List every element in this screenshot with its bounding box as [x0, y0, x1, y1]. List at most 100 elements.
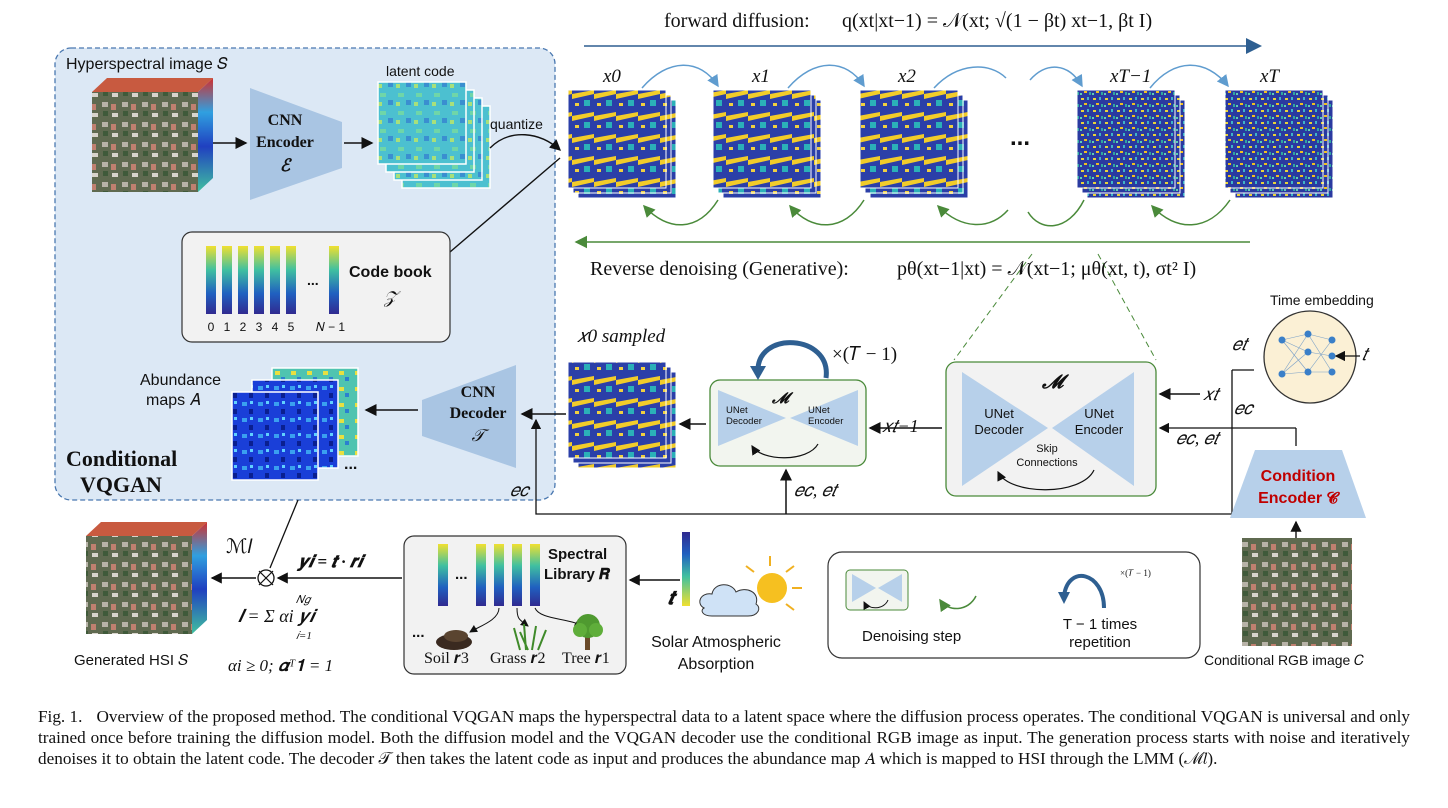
- signal-t: 𝑡: [1362, 344, 1368, 364]
- vqgan-title-2: VQGAN: [80, 472, 162, 497]
- encoder-symbol: ℰ: [279, 156, 291, 175]
- decoder-line2: Decoder: [449, 405, 507, 422]
- solar-label-1: Solar Atmospheric: [651, 634, 781, 651]
- time-embedding-nodes: [1278, 330, 1336, 378]
- codebook-tick-4: 4: [271, 320, 279, 334]
- abundance-label-2: maps 𝐴: [146, 392, 201, 409]
- repeat-loop-arrow: [755, 340, 829, 379]
- legend-repeat-small: ×(𝑇 − 1): [1120, 568, 1151, 578]
- tree-icon: [573, 614, 603, 650]
- lmm-yi-eq: 𝒚𝒊 = 𝒕 · 𝒓𝒊: [298, 552, 363, 571]
- codebook-tick-0: 0: [207, 320, 215, 334]
- solar-label-2: Absorption: [677, 656, 755, 673]
- states-ellipsis: ...: [1010, 124, 1031, 151]
- generated-hsi-cube: [86, 522, 207, 634]
- big-unet-decoder: [962, 372, 1048, 486]
- state-label-xT: xT: [1260, 66, 1279, 87]
- state-label-x1: x1: [752, 66, 770, 87]
- generated-hsi-label: Generated HSI 𝑆: [74, 652, 189, 669]
- hyperspectral-cube: [92, 78, 213, 192]
- small-unet-symbol: 𝓜: [772, 391, 789, 407]
- state-x1-stack: [712, 89, 822, 199]
- library-title-1: Spectral: [548, 546, 608, 563]
- abundance-ellipsis: ...: [344, 456, 358, 473]
- cnn-decoder: [422, 365, 516, 468]
- state-x2-stack: [859, 89, 969, 199]
- small-unet-box: [709, 379, 867, 467]
- legend-repeat-arrow: [1062, 574, 1106, 609]
- cnn-encoder: [250, 88, 342, 200]
- latent-code-stack: [377, 81, 491, 189]
- decoder-symbol: 𝒯: [471, 426, 485, 445]
- abundance-label-1: Abundance: [140, 372, 221, 389]
- caption-fig-number: Fig. 1.: [38, 707, 83, 726]
- big-unet-decoder-label: UNet Decoder: [974, 406, 1024, 437]
- grass-icon: [513, 623, 547, 651]
- codebook-tick-5: 5: [287, 320, 295, 334]
- small-unet-encoder-label: UNet Encoder: [808, 405, 844, 427]
- legend-denoising-label: Denoising step: [862, 628, 962, 645]
- condition-encoder-shape: [1230, 450, 1366, 518]
- condition-encoder-label-2: Encoder 𝓒: [1258, 490, 1338, 507]
- forward-step-arrows: [641, 64, 1229, 89]
- reverse-label: Reverse denoising (Generative):: [590, 258, 849, 280]
- legend-repeat-line1: T − 1 times: [1062, 616, 1138, 633]
- state-label-x2: x2: [898, 66, 916, 87]
- small-unet-decoder-label: UNet Decoder: [726, 405, 762, 427]
- forward-label: forward diffusion:: [664, 10, 810, 32]
- lmm-sum-lower: 𝑖=1: [296, 630, 312, 642]
- codebook-label: Code book: [349, 264, 432, 281]
- time-embedding-circle: [1263, 310, 1357, 404]
- signal-xt-1: 𝑥𝑡−1: [882, 416, 919, 436]
- signal-ec-et-small: 𝑒𝑐, 𝑒𝑡: [794, 480, 837, 500]
- small-unet-encoder: [790, 390, 858, 446]
- signal-et: 𝑒𝑡: [1232, 334, 1248, 354]
- abundance-to-lmm-line: [269, 499, 299, 569]
- soil-icon: [436, 630, 472, 650]
- quantize-arrow: [489, 134, 562, 151]
- signal-xt: 𝑥𝑡: [1203, 384, 1219, 404]
- caption-text: Overview of the proposed method. The con…: [38, 707, 1410, 768]
- repeat-label: ×(𝑇 − 1): [832, 344, 898, 365]
- signal-ec: 𝑒𝑐: [1234, 398, 1253, 418]
- big-unet-encoder: [1052, 372, 1134, 486]
- condition-encoder-label-1: Condition: [1260, 468, 1336, 485]
- signal-ec-et-big: 𝑒𝑐, 𝑒𝑡: [1176, 428, 1219, 448]
- tree-label: Tree 𝒓1: [562, 650, 610, 667]
- big-unet-skip-label: Skip Connections: [1016, 443, 1078, 469]
- abundance-maps-stack: [231, 367, 359, 481]
- ec-feed-line: [530, 370, 1233, 515]
- lmm-sum-upper: 𝑁𝑔: [296, 594, 311, 606]
- decoder-line1: CNN: [460, 384, 496, 401]
- zoom-line-left: [953, 253, 1033, 361]
- state-label-xT-1: xT−1: [1110, 66, 1152, 87]
- grass-label: Grass 𝒓2: [490, 650, 546, 667]
- reverse-step-arrows: [642, 199, 1231, 227]
- codebook-tick-2: 2: [239, 320, 247, 334]
- time-embedding-label: Time embedding: [1270, 292, 1374, 308]
- codebook-ellipsis: ...: [307, 272, 319, 288]
- zoom-line-right: [1097, 253, 1157, 361]
- cond-rgb-label: Conditional RGB image 𝐶: [1204, 652, 1365, 668]
- conditional-rgb-image: [1242, 538, 1352, 646]
- figure-caption: Fig. 1. Overview of the proposed method. …: [38, 706, 1410, 769]
- repeat-loop-head: [750, 366, 766, 380]
- t-symbol: 𝒕: [668, 588, 675, 609]
- library-title-2: Library 𝑹: [544, 566, 610, 583]
- hsi-label: Hyperspectral image 𝑆: [66, 56, 228, 73]
- lmm-l-eq: 𝒍 = Σ αi 𝒚𝒊: [238, 606, 315, 626]
- state-x0-stack: [567, 89, 677, 199]
- codebook-symbol: 𝒵: [384, 288, 397, 307]
- state-label-x0: x0: [603, 66, 621, 87]
- spectral-library-bars: [438, 544, 540, 606]
- solar-spectrum-bar: [682, 532, 690, 606]
- codebook-tick-1: 1: [223, 320, 231, 334]
- legend-repeat-line2: repetition: [1069, 634, 1131, 651]
- lmm-symbol: ℳ𝑙: [226, 536, 253, 558]
- lmm-constraint: αi ≥ 0; 𝜶ᵀ𝟏 = 1: [228, 656, 334, 675]
- codebook-box: [181, 231, 451, 343]
- quantize-label: quantize: [490, 116, 543, 132]
- state-xT-1-stack: [1076, 89, 1186, 199]
- latent-code-label: latent code: [386, 63, 455, 79]
- soil-label: Soil 𝒓3: [424, 650, 469, 667]
